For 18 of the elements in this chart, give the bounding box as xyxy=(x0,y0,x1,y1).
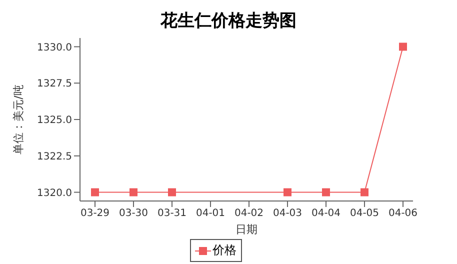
x-tick-label: 03-29 xyxy=(80,208,110,220)
x-tick-label: 04-01 xyxy=(196,208,226,220)
x-tick-label: 04-06 xyxy=(388,208,418,220)
x-tick-label: 04-02 xyxy=(234,208,264,220)
y-tick-label: 1330.0 xyxy=(37,42,72,54)
x-tick-label: 04-04 xyxy=(311,208,341,220)
x-tick-label: 04-03 xyxy=(272,208,302,220)
x-tick-label: 03-30 xyxy=(118,208,148,220)
y-tick-label: 1325.0 xyxy=(37,115,72,126)
y-tick-label: 1322.5 xyxy=(37,151,72,162)
x-tick-label: 03-31 xyxy=(157,208,187,220)
y-tick-label: 1327.5 xyxy=(37,78,72,90)
chart-title: 花生仁价格走势图 xyxy=(159,10,298,33)
legend-label: 价格 xyxy=(212,242,236,259)
x-tick-label: 04-05 xyxy=(350,208,380,220)
x-axis-title: 日期 xyxy=(236,223,258,236)
y-tick-label: 1320.0 xyxy=(37,188,72,199)
y-axis-title: 单位：美元/吨 xyxy=(12,84,25,154)
